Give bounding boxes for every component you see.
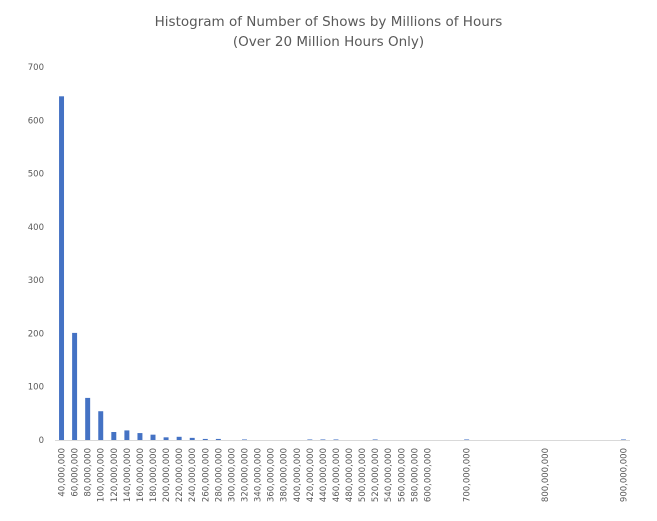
y-tick-label: 0 [39, 436, 44, 446]
y-tick-label: 700 [28, 63, 44, 73]
x-tick-label: 120,000,000 [110, 448, 120, 502]
histogram-bar [59, 96, 65, 441]
x-tick-label: 140,000,000 [123, 448, 133, 502]
x-tick-label: 340,000,000 [254, 448, 264, 502]
chart-subtitle: (Over 20 Million Hours Only) [232, 34, 425, 50]
x-tick-label: 240,000,000 [188, 448, 198, 502]
histogram-bar [85, 397, 91, 440]
y-tick-label: 200 [28, 329, 44, 339]
histogram-bar [124, 430, 130, 440]
histogram-bar [320, 439, 326, 440]
x-tick-label: 560,000,000 [397, 448, 407, 502]
x-tick-label: 300,000,000 [227, 448, 237, 502]
x-tick-label: 460,000,000 [332, 448, 342, 502]
x-tick-label: 500,000,000 [358, 448, 368, 502]
histogram-bar [333, 439, 339, 440]
histogram-bar [150, 434, 156, 440]
histogram-bar [72, 332, 78, 440]
histogram-bar [137, 433, 143, 440]
histogram-bar [111, 432, 117, 440]
x-tick-label: 440,000,000 [319, 448, 329, 502]
y-tick-label: 600 [28, 116, 44, 126]
histogram-bar [215, 438, 221, 440]
histogram-bar [242, 439, 247, 440]
histogram-bar [464, 439, 470, 440]
x-tick-label: 700,000,000 [463, 448, 473, 502]
x-tick-label: 360,000,000 [267, 448, 277, 502]
chart-title-block: Histogram of Number of Shows by Millions… [0, 12, 657, 52]
histogram-bar [176, 436, 182, 440]
x-tick-label: 480,000,000 [345, 448, 355, 502]
x-tick-label: 200,000,000 [162, 448, 172, 502]
x-tick-label: 40,000,000 [58, 448, 68, 497]
histogram-bar [307, 439, 313, 440]
y-tick-label: 300 [28, 276, 44, 286]
x-tick-label: 400,000,000 [293, 448, 303, 502]
x-tick-label: 100,000,000 [97, 448, 107, 502]
x-tick-label: 420,000,000 [306, 448, 316, 502]
histogram-bar [372, 439, 378, 440]
histogram-bar [98, 411, 104, 440]
x-tick-label: 540,000,000 [384, 448, 394, 502]
x-tick-label: 180,000,000 [149, 448, 159, 502]
x-tick-label: 600,000,000 [423, 448, 433, 502]
x-tick-label: 800,000,000 [541, 448, 551, 502]
x-tick-label: 220,000,000 [175, 448, 185, 502]
x-tick-label: 580,000,000 [410, 448, 420, 502]
x-tick-label: 380,000,000 [280, 448, 290, 502]
histogram-bar [202, 438, 208, 440]
x-tick-label: 280,000,000 [214, 448, 224, 502]
histogram-bar [163, 437, 169, 440]
histogram-bar [620, 439, 626, 440]
x-tick-label: 260,000,000 [201, 448, 211, 502]
y-tick-label: 400 [28, 223, 44, 233]
x-tick-label: 520,000,000 [371, 448, 381, 502]
y-tick-label: 100 [28, 383, 44, 393]
y-tick-label: 500 [28, 170, 44, 180]
x-tick-label: 320,000,000 [240, 448, 250, 502]
x-tick-label: 80,000,000 [84, 448, 94, 497]
x-tick-label: 60,000,000 [71, 448, 81, 497]
histogram-bar [189, 437, 195, 440]
chart-title: Histogram of Number of Shows by Millions… [154, 14, 503, 30]
x-tick-label: 900,000,000 [619, 448, 629, 502]
x-tick-label: 160,000,000 [136, 448, 146, 502]
